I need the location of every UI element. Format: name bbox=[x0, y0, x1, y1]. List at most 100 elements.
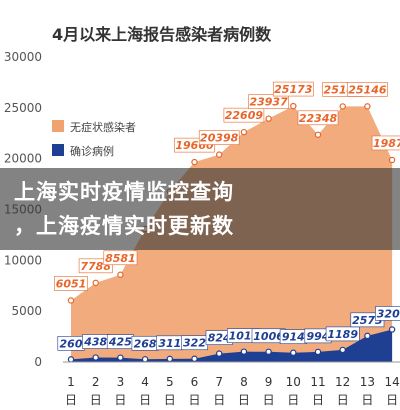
data-point bbox=[215, 350, 223, 357]
legend-swatch bbox=[52, 144, 64, 156]
data-point bbox=[117, 354, 124, 361]
data-point bbox=[141, 356, 149, 363]
x-tick-label: 6 bbox=[191, 375, 199, 389]
data-point bbox=[215, 151, 223, 158]
x-tick-label: 2 bbox=[92, 375, 100, 389]
data-point bbox=[339, 346, 346, 354]
data-label: 438 bbox=[83, 336, 107, 349]
x-tick-unit: 日 bbox=[386, 393, 398, 407]
x-tick-unit: 日 bbox=[164, 393, 176, 407]
data-label-box bbox=[297, 110, 339, 126]
x-tick-label: 10 bbox=[286, 375, 301, 389]
data-point bbox=[364, 332, 371, 340]
data-label: 311 bbox=[158, 337, 181, 350]
data-point bbox=[314, 348, 322, 356]
overlay-line-1: 上海实时疫情监控查询 bbox=[14, 180, 234, 204]
data-point bbox=[67, 356, 75, 363]
data-label: 25173 bbox=[274, 83, 313, 96]
x-tick-label: 8 bbox=[240, 375, 248, 389]
y-tick-label: 20000 bbox=[4, 152, 42, 166]
x-tick-unit: 日 bbox=[213, 393, 225, 407]
x-tick-label: 4 bbox=[141, 375, 149, 389]
data-point bbox=[92, 354, 99, 361]
x-tick-label: 1 bbox=[67, 375, 75, 389]
data-point bbox=[388, 156, 396, 164]
series-area-2 bbox=[71, 329, 393, 362]
legend-label: 无症状感染者 bbox=[70, 120, 136, 134]
data-label: 19872 bbox=[373, 137, 400, 150]
data-point bbox=[314, 131, 322, 138]
x-tick-label: 14 bbox=[384, 375, 399, 389]
data-point bbox=[191, 355, 198, 362]
data-label: 425 bbox=[108, 336, 132, 349]
data-point bbox=[339, 103, 346, 110]
data-point bbox=[92, 279, 99, 287]
data-point bbox=[240, 348, 248, 355]
x-tick-label: 11 bbox=[310, 375, 325, 389]
data-label: 22609 bbox=[225, 109, 264, 122]
x-tick-label: 7 bbox=[215, 375, 223, 389]
data-label: 8581 bbox=[105, 252, 136, 265]
y-tick-label: 25000 bbox=[4, 101, 42, 115]
data-label: 914 bbox=[282, 331, 305, 344]
data-label: 3200 bbox=[377, 307, 400, 320]
data-point bbox=[265, 348, 272, 355]
chart-title: 4月以来上海报告感染者病例数 bbox=[52, 25, 272, 44]
data-label-box bbox=[103, 250, 138, 266]
data-label: 1189 bbox=[327, 328, 358, 341]
data-label-box bbox=[347, 82, 388, 97]
data-label-box bbox=[272, 81, 314, 97]
y-tick-label: 5000 bbox=[11, 304, 42, 318]
data-point bbox=[364, 103, 371, 110]
y-tick-label: 10000 bbox=[4, 253, 42, 267]
x-tick-label: 5 bbox=[166, 375, 174, 389]
x-tick-unit: 日 bbox=[263, 393, 275, 407]
legend-swatch bbox=[52, 120, 64, 132]
x-tick-label: 13 bbox=[360, 375, 375, 389]
x-tick-unit: 日 bbox=[337, 393, 349, 407]
data-point bbox=[388, 326, 396, 333]
x-tick-unit: 日 bbox=[238, 393, 250, 407]
x-tick-unit: 日 bbox=[312, 393, 324, 407]
data-label-box bbox=[248, 94, 289, 109]
legend-label: 确诊病例 bbox=[70, 144, 114, 158]
data-label-box bbox=[223, 107, 265, 123]
x-tick-unit: 日 bbox=[139, 393, 151, 407]
x-tick-label: 12 bbox=[335, 375, 350, 389]
data-point bbox=[290, 349, 297, 356]
data-label: 260 bbox=[60, 337, 83, 350]
data-point bbox=[166, 355, 173, 363]
data-point bbox=[265, 115, 272, 122]
overlay-banner: 上海实时疫情监控查询 ，上海疫情实时更新数 bbox=[0, 168, 400, 250]
data-label: 25146 bbox=[348, 83, 387, 96]
x-tick-unit: 日 bbox=[114, 393, 126, 407]
x-tick-unit: 日 bbox=[188, 393, 200, 407]
x-tick-unit: 日 bbox=[287, 393, 299, 407]
data-label: 994 bbox=[307, 330, 330, 343]
data-label: 6051 bbox=[56, 277, 87, 290]
data-label: 824 bbox=[208, 332, 231, 345]
overlay-line-2: ，上海疫情实时更新数 bbox=[14, 214, 234, 238]
data-point bbox=[290, 102, 297, 110]
data-label-box bbox=[325, 326, 360, 342]
data-label: 322 bbox=[183, 337, 206, 350]
data-label-box bbox=[375, 306, 400, 321]
data-point bbox=[240, 128, 248, 136]
x-tick-unit: 日 bbox=[65, 393, 77, 407]
data-point bbox=[191, 158, 198, 166]
x-tick-unit: 日 bbox=[90, 393, 102, 407]
y-tick-label: 30000 bbox=[4, 50, 42, 64]
x-tick-unit: 日 bbox=[361, 393, 373, 407]
data-label: 268 bbox=[134, 337, 157, 350]
x-tick-label: 9 bbox=[265, 375, 273, 389]
data-label: 23937 bbox=[249, 96, 288, 109]
data-point bbox=[117, 271, 124, 278]
data-label-box bbox=[54, 276, 88, 291]
data-label: 20398 bbox=[200, 132, 239, 145]
data-label: 1006 bbox=[253, 330, 284, 343]
data-label-box bbox=[371, 135, 400, 151]
data-label-box bbox=[198, 130, 240, 145]
x-tick-label: 3 bbox=[117, 375, 125, 389]
data-point bbox=[67, 297, 75, 304]
data-label: 22348 bbox=[299, 112, 338, 125]
